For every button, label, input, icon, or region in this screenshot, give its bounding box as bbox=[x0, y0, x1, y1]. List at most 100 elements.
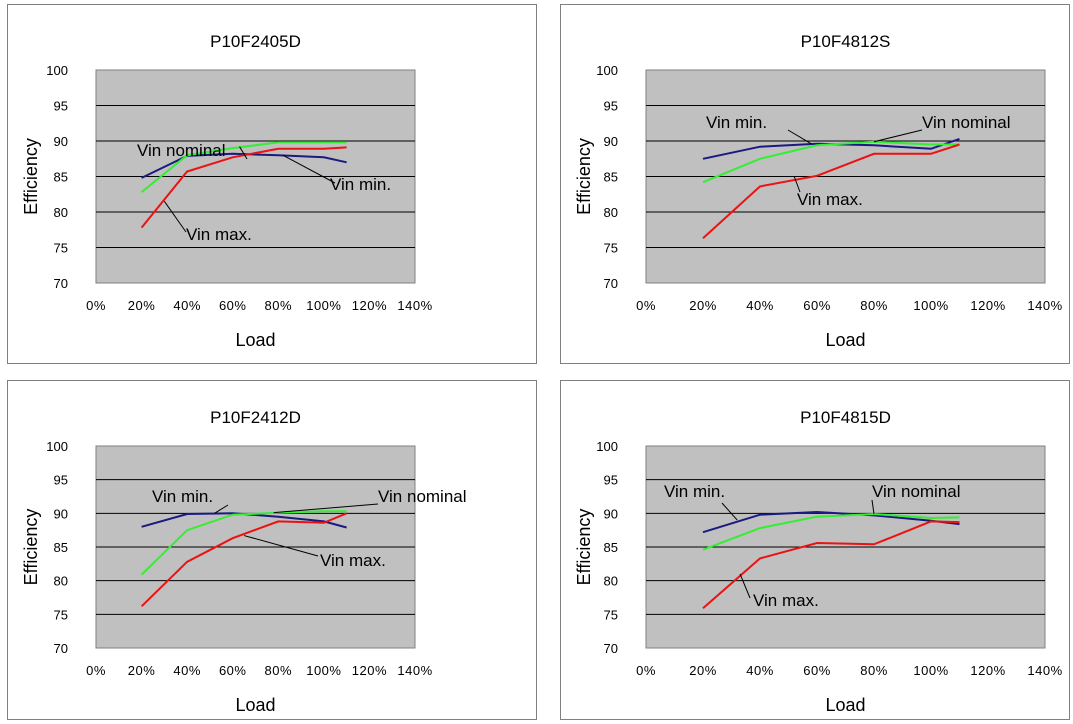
y-tick-label: 100 bbox=[596, 439, 618, 454]
x-tick-label: 60% bbox=[803, 663, 831, 678]
x-tick-label: 100% bbox=[913, 663, 948, 678]
series-line-vin-min bbox=[141, 512, 347, 529]
y-tick-label: 100 bbox=[46, 439, 68, 454]
y-tick-label: 90 bbox=[604, 134, 618, 149]
chart-panel: 70 75 80 85 90 95 100 0% 20% 40% 60% 80% 100% 120% 140… bbox=[560, 380, 1070, 720]
series-line-vin-nominal bbox=[702, 140, 960, 184]
y-tick-label: 95 bbox=[604, 473, 618, 488]
x-axis-label: Load bbox=[235, 330, 275, 350]
chart-panel: 70 75 80 85 90 95 100 0% 20% 40% 60% 80% 100% 120% 140… bbox=[7, 380, 537, 720]
chart-title: P10F2412D bbox=[210, 408, 301, 427]
x-axis-label: Load bbox=[825, 330, 865, 350]
x-tick-label: 0% bbox=[636, 298, 656, 313]
series-label: Vin nominal bbox=[922, 113, 1011, 132]
x-tick-label: 40% bbox=[173, 298, 201, 313]
x-tick-label: 120% bbox=[352, 663, 387, 678]
y-tick-label: 85 bbox=[54, 170, 68, 185]
y-tick-label: 90 bbox=[54, 506, 68, 521]
series-label: Vin min. bbox=[706, 113, 767, 132]
series-line-vin-max bbox=[140, 146, 347, 229]
y-axis-label: Efficiency bbox=[21, 138, 41, 215]
y-tick-label: 100 bbox=[596, 63, 618, 78]
x-tick-label: 120% bbox=[970, 298, 1005, 313]
x-tick-label: 100% bbox=[306, 298, 341, 313]
series-label: Vin max. bbox=[797, 190, 863, 209]
x-tick-label: 20% bbox=[689, 298, 717, 313]
x-tick-label: 20% bbox=[128, 663, 156, 678]
x-tick-label: 0% bbox=[86, 298, 106, 313]
series-line-vin-min bbox=[141, 152, 347, 179]
y-tick-label: 80 bbox=[604, 574, 618, 589]
y-tick-label: 80 bbox=[54, 574, 68, 589]
series-label: Vin max. bbox=[186, 225, 252, 244]
series-label: Vin min. bbox=[152, 487, 213, 506]
label-leader-line bbox=[873, 129, 923, 143]
y-tick-label: 75 bbox=[604, 607, 618, 622]
x-tick-label: 80% bbox=[860, 663, 888, 678]
label-leader-line bbox=[793, 176, 801, 193]
x-tick-label: 40% bbox=[173, 663, 201, 678]
chart-3: 70 75 80 85 90 95 100 0% 20% 40% 60% 80% 100% 120% 140… bbox=[560, 380, 1070, 720]
x-tick-label: 20% bbox=[128, 298, 156, 313]
x-tick-label: 40% bbox=[746, 298, 774, 313]
x-axis-label: Load bbox=[825, 695, 865, 715]
x-tick-label: 40% bbox=[746, 663, 774, 678]
series-label: Vin min. bbox=[664, 482, 725, 501]
x-axis-label: Load bbox=[235, 695, 275, 715]
series-label: Vin nominal bbox=[378, 487, 467, 506]
x-tick-label: 140% bbox=[1027, 663, 1062, 678]
x-tick-label: 80% bbox=[265, 298, 293, 313]
chart-0: 70 75 80 85 90 95 100 0% 20% 40% 60% 80% 100% 120% 140… bbox=[7, 4, 537, 364]
y-tick-label: 70 bbox=[604, 276, 618, 291]
x-tick-label: 60% bbox=[219, 298, 247, 313]
chart-1: 70 75 80 85 90 95 100 0% 20% 40% 60% 80% 100% 120% 140… bbox=[560, 4, 1070, 364]
y-tick-label: 95 bbox=[604, 99, 618, 114]
x-tick-label: 100% bbox=[913, 298, 948, 313]
label-leader-line bbox=[282, 154, 336, 184]
y-tick-label: 90 bbox=[54, 134, 68, 149]
label-leader-line bbox=[239, 146, 248, 160]
y-axis-label: Efficiency bbox=[21, 509, 41, 586]
y-tick-label: 75 bbox=[604, 241, 618, 256]
series-line-vin-max bbox=[702, 520, 960, 610]
x-tick-label: 0% bbox=[636, 663, 656, 678]
x-tick-label: 60% bbox=[219, 663, 247, 678]
y-tick-label: 95 bbox=[54, 473, 68, 488]
series-label: Vin min. bbox=[330, 175, 391, 194]
label-leader-line bbox=[214, 504, 229, 514]
y-tick-label: 85 bbox=[604, 540, 618, 555]
y-tick-label: 70 bbox=[54, 276, 68, 291]
label-leader-line bbox=[273, 503, 379, 514]
y-tick-label: 70 bbox=[54, 641, 68, 656]
y-tick-label: 80 bbox=[54, 205, 68, 220]
x-tick-label: 80% bbox=[265, 663, 293, 678]
chart-panel: 70 75 80 85 90 95 100 0% 20% 40% 60% 80% 100% 120% 140… bbox=[7, 4, 537, 364]
x-tick-label: 140% bbox=[397, 663, 432, 678]
chart-title: P10F4812S bbox=[801, 32, 891, 51]
x-tick-label: 140% bbox=[397, 298, 432, 313]
y-tick-label: 70 bbox=[604, 641, 618, 656]
x-tick-label: 120% bbox=[352, 298, 387, 313]
series-line-vin-min bbox=[702, 137, 960, 160]
chart-title: P10F2405D bbox=[210, 32, 301, 51]
series-line-vin-max bbox=[702, 143, 960, 240]
y-axis-label: Efficiency bbox=[574, 509, 594, 586]
series-line-vin-nominal bbox=[140, 141, 347, 193]
x-tick-label: 120% bbox=[970, 663, 1005, 678]
y-tick-label: 85 bbox=[54, 540, 68, 555]
y-tick-label: 80 bbox=[604, 205, 618, 220]
x-tick-label: 0% bbox=[86, 663, 106, 678]
y-tick-label: 90 bbox=[604, 506, 618, 521]
series-label: Vin max. bbox=[753, 591, 819, 610]
y-tick-label: 95 bbox=[54, 99, 68, 114]
label-leader-line bbox=[787, 129, 812, 145]
chart-title: P10F4815D bbox=[800, 408, 891, 427]
series-line-vin-nominal bbox=[140, 510, 347, 576]
label-leader-line bbox=[721, 502, 738, 521]
label-leader-line bbox=[871, 499, 875, 515]
series-label: Vin max. bbox=[320, 551, 386, 570]
x-tick-label: 20% bbox=[689, 663, 717, 678]
x-tick-label: 80% bbox=[860, 298, 888, 313]
label-leader-line bbox=[243, 535, 319, 557]
x-tick-label: 100% bbox=[306, 663, 341, 678]
